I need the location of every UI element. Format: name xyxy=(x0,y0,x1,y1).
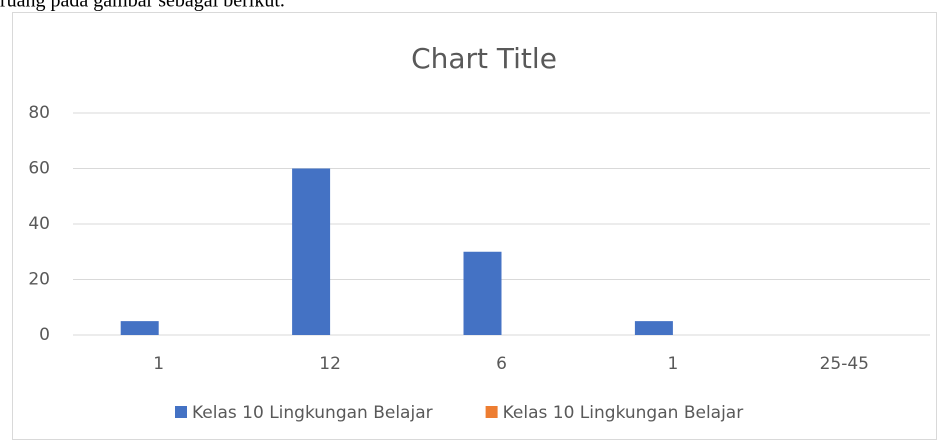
y-tick-label: 80 xyxy=(28,103,50,123)
x-tick-label: 1 xyxy=(667,354,678,374)
bar xyxy=(120,321,159,335)
bar xyxy=(292,168,331,335)
x-tick-label: 25-45 xyxy=(820,354,869,374)
x-tick-label: 12 xyxy=(319,354,341,374)
chart-title: Chart Title xyxy=(411,42,557,75)
bar xyxy=(634,321,673,335)
chart-border xyxy=(12,12,937,440)
y-tick-label: 0 xyxy=(39,325,50,345)
caption: ruang pada gambar sebagai berikut. xyxy=(0,0,285,12)
legend-swatch xyxy=(485,406,498,418)
y-tick-label: 40 xyxy=(28,214,50,234)
legend-label: Kelas 10 Lingkungan Belajar xyxy=(192,403,433,423)
y-tick-label: 60 xyxy=(28,159,50,179)
legend-swatch xyxy=(175,406,187,418)
bar xyxy=(463,251,502,335)
y-tick-label: 20 xyxy=(28,270,50,290)
x-tick-label: 6 xyxy=(496,354,507,374)
legend-label: Kelas 10 Lingkungan Belajar xyxy=(503,403,744,423)
x-tick-label: 1 xyxy=(153,354,164,374)
